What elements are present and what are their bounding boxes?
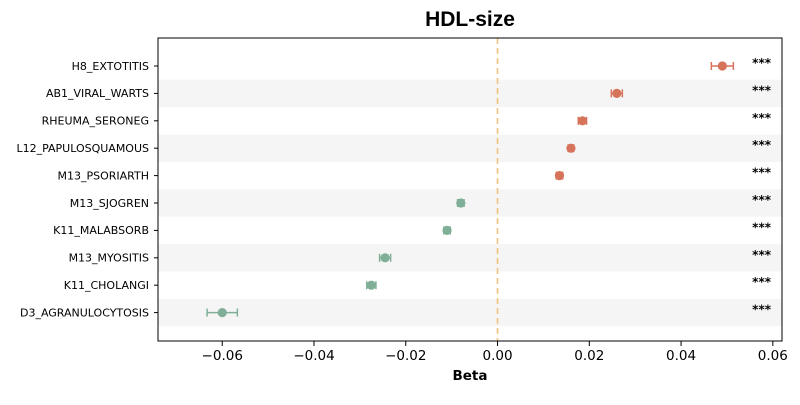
- data-point: [380, 253, 390, 263]
- row-band: [158, 244, 782, 272]
- significance-label: ***: [752, 83, 772, 97]
- significance-label: ***: [752, 303, 772, 317]
- data-point: [554, 171, 565, 181]
- row-label: K11_MALABSORB: [53, 224, 149, 237]
- row-label: RHEUMA_SERONEG: [42, 115, 149, 128]
- x-tick-label: 0.04: [666, 348, 696, 364]
- row-band: [158, 134, 782, 162]
- row-label: M13_SJOGREN: [70, 197, 149, 210]
- row-band: [158, 79, 782, 108]
- chart-title: HDL-size: [425, 8, 515, 31]
- significance-label: ***: [752, 275, 772, 289]
- row-band: [158, 189, 782, 217]
- data-point: [612, 88, 622, 98]
- x-tick-label: −0.06: [202, 348, 243, 364]
- x-axis-label: Beta: [452, 368, 487, 384]
- row-label: D3_AGRANULOCYTOSIS: [20, 306, 149, 319]
- significance-label: ***: [752, 138, 772, 152]
- significance-label: ***: [752, 248, 772, 262]
- significance-label: ***: [752, 220, 772, 234]
- row-label: L12_PAPULOSQUAMOUS: [16, 142, 149, 155]
- row-label: M13_PSORIARTH: [57, 169, 149, 182]
- data-point: [366, 280, 376, 290]
- data-point: [456, 198, 466, 208]
- significance-label: ***: [752, 166, 772, 180]
- significance-label: ***: [752, 193, 772, 207]
- row-label: K11_CHOLANGI: [64, 279, 149, 292]
- significance-label: ***: [752, 111, 772, 125]
- x-tick-label: −0.04: [293, 348, 334, 364]
- row-label: M13_MYOSITIS: [69, 252, 149, 265]
- data-point: [566, 143, 576, 153]
- row-label: AB1_VIRAL_WARTS: [46, 87, 149, 100]
- x-tick-label: 0.00: [482, 348, 512, 364]
- row-label: H8_EXTOTITIS: [72, 60, 149, 73]
- x-tick-label: 0.06: [758, 348, 788, 364]
- axes-frame: [157, 37, 783, 342]
- x-tick-label: −0.02: [385, 348, 426, 364]
- data-point: [577, 116, 588, 126]
- data-point: [217, 308, 227, 318]
- significance-label: ***: [752, 56, 772, 70]
- row-band: [158, 298, 782, 327]
- x-tick-label: 0.02: [574, 348, 604, 364]
- data-point: [442, 225, 452, 235]
- data-point: [717, 61, 727, 71]
